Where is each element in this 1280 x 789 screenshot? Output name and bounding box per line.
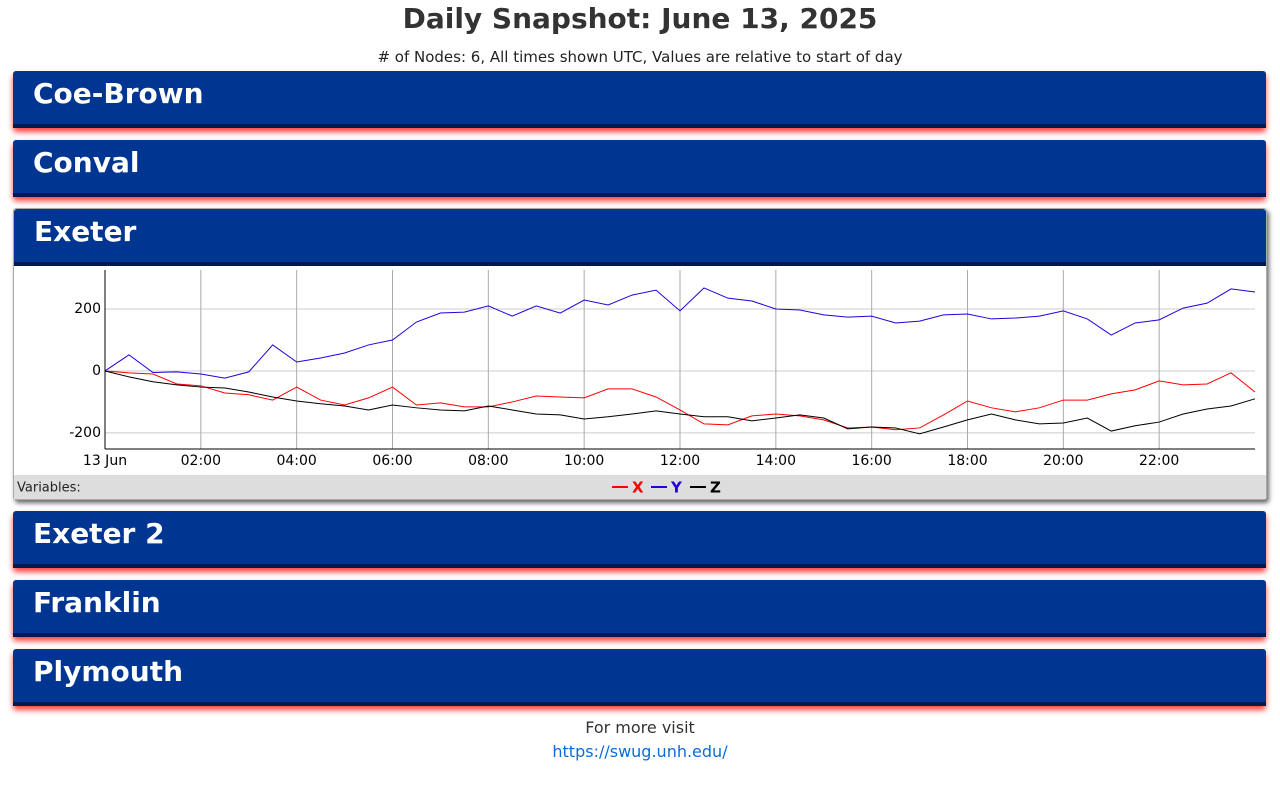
legend-entry: Y [670, 479, 683, 497]
y-tick-label: 200 [74, 301, 101, 317]
page-subtitle: # of Nodes: 6, All times shown UTC, Valu… [377, 48, 903, 66]
panel[interactable]: Franklin [13, 580, 1266, 637]
x-tick-label: 06:00 [372, 453, 412, 469]
series-line [104, 370, 1256, 431]
y-tick-label: -200 [69, 425, 101, 441]
page-title: Daily Snapshot: June 13, 2025 [402, 2, 878, 35]
panel-header[interactable]: Conval [13, 140, 1266, 197]
panel[interactable]: Coe-Brown [13, 71, 1266, 128]
series-line [104, 287, 1256, 379]
footer-link-row: https://swug.unh.edu/ [0, 742, 1280, 761]
panel[interactable]: Exeter Variables: -200 0 200 13 Jun 02:00 04:… [13, 208, 1267, 500]
panel-header[interactable]: Plymouth [13, 649, 1266, 706]
panel-header[interactable]: Coe-Brown [13, 71, 1266, 128]
x-tick-label: 08:00 [468, 453, 508, 469]
legend-bar [14, 475, 1266, 499]
series-line [104, 370, 1256, 435]
chart: Variables: -200 0 200 13 Jun 02:00 04:00 06:00… [14, 270, 1266, 499]
x-tick-label: 22:00 [1139, 453, 1179, 469]
panel-header[interactable]: Exeter [14, 209, 1266, 266]
x-tick-label: 12:00 [660, 453, 700, 469]
panel[interactable]: Plymouth [13, 649, 1266, 706]
panel[interactable]: Conval [13, 140, 1266, 197]
legend-entry: X [632, 479, 644, 497]
x-tick-label: 02:00 [181, 453, 221, 469]
x-tick-label: 20:00 [1043, 453, 1083, 469]
x-tick-label: 04:00 [276, 453, 316, 469]
panel-header[interactable]: Franklin [13, 580, 1266, 637]
legend-entry: Z [710, 479, 721, 497]
x-tick-label: 14:00 [756, 453, 796, 469]
x-tick-label: 13 Jun [83, 453, 127, 469]
x-tick-label: 10:00 [564, 453, 604, 469]
x-tick-label: 16:00 [851, 453, 891, 469]
y-tick-label: 0 [92, 363, 101, 379]
x-tick-label: 18:00 [947, 453, 987, 469]
footer-text: For more visit [585, 718, 695, 737]
footer-link[interactable]: https://swug.unh.edu/ [552, 742, 728, 761]
panel-header[interactable]: Exeter 2 [13, 511, 1266, 568]
panel[interactable]: Exeter 2 [13, 511, 1266, 568]
legend-label: Variables: [17, 481, 81, 496]
